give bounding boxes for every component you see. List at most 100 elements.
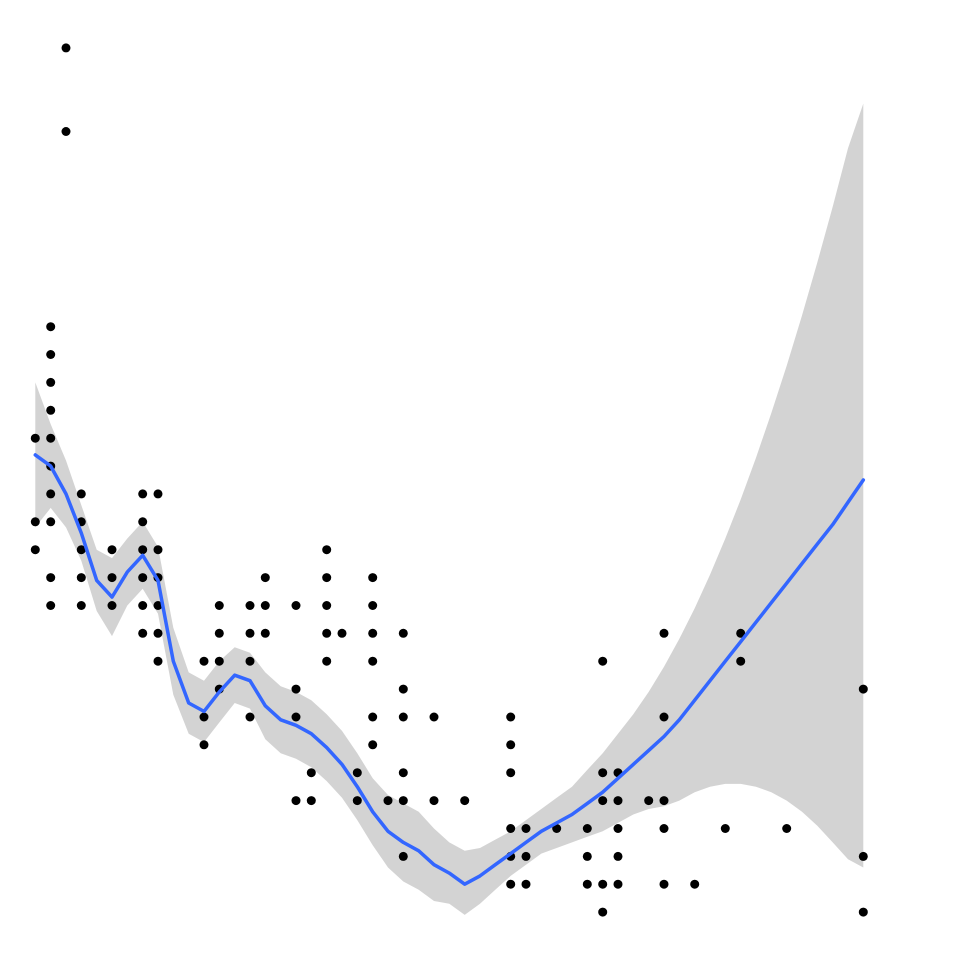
data-point — [138, 517, 148, 527]
data-point — [659, 879, 669, 889]
data-point — [322, 656, 332, 666]
data-point — [613, 879, 623, 889]
data-point — [398, 796, 408, 806]
data-point — [153, 545, 163, 555]
data-point — [521, 824, 531, 833]
data-point — [429, 796, 439, 806]
data-point — [199, 656, 209, 666]
data-point — [76, 489, 86, 499]
data-point — [858, 851, 868, 861]
data-point — [368, 656, 378, 666]
data-point — [46, 322, 56, 332]
data-point — [368, 628, 378, 638]
data-point — [245, 628, 255, 638]
data-point — [506, 879, 516, 889]
data-point — [306, 796, 316, 806]
data-point — [613, 824, 623, 833]
data-point — [260, 573, 270, 583]
confidence-band-layer — [35, 103, 864, 915]
data-point — [76, 573, 86, 583]
data-point — [245, 712, 255, 722]
data-point — [858, 684, 868, 694]
smooth-line-layer — [33, 453, 866, 886]
data-point — [322, 573, 332, 583]
data-point — [107, 545, 117, 555]
data-point — [61, 127, 71, 136]
data-point — [46, 433, 56, 443]
data-point — [306, 768, 316, 778]
confidence-band — [35, 103, 864, 915]
data-point — [322, 628, 332, 638]
data-point — [214, 601, 224, 610]
data-point — [506, 740, 516, 750]
data-point — [398, 684, 408, 694]
data-point — [46, 377, 56, 387]
data-point — [214, 628, 224, 638]
data-point — [260, 628, 270, 638]
data-point — [598, 768, 608, 778]
data-point — [429, 712, 439, 722]
data-point — [245, 601, 255, 610]
data-point — [107, 601, 117, 610]
data-point — [260, 601, 270, 610]
data-point — [398, 712, 408, 722]
data-point — [582, 879, 592, 889]
data-point — [337, 628, 347, 638]
data-point — [368, 601, 378, 610]
data-point — [291, 601, 301, 610]
data-point — [291, 712, 301, 722]
data-point — [720, 824, 730, 833]
data-point — [659, 824, 669, 833]
data-point — [398, 851, 408, 861]
data-point — [352, 768, 362, 778]
data-point — [659, 628, 669, 638]
data-point — [368, 573, 378, 583]
data-point — [291, 796, 301, 806]
data-point — [613, 796, 623, 806]
data-point — [46, 517, 56, 527]
data-point — [582, 851, 592, 861]
data-point — [659, 796, 669, 806]
data-point — [690, 879, 700, 889]
data-point — [245, 656, 255, 666]
data-point — [552, 824, 562, 833]
data-point — [383, 796, 393, 806]
data-point — [322, 601, 332, 610]
data-point — [46, 489, 56, 499]
data-point — [61, 43, 71, 53]
data-point — [107, 573, 117, 583]
data-point — [398, 628, 408, 638]
data-point — [582, 824, 592, 833]
data-point — [30, 517, 40, 527]
data-point — [736, 628, 746, 638]
data-point — [368, 740, 378, 750]
points-layer — [30, 43, 868, 917]
data-point — [76, 601, 86, 610]
data-point — [46, 405, 56, 415]
data-point — [506, 824, 516, 833]
data-point — [46, 350, 56, 359]
data-point — [460, 796, 470, 806]
data-point — [598, 656, 608, 666]
data-point — [46, 601, 56, 610]
data-point — [30, 433, 40, 443]
data-point — [214, 656, 224, 666]
data-point — [644, 796, 654, 806]
data-point — [138, 573, 148, 583]
data-point — [521, 879, 531, 889]
data-point — [598, 879, 608, 889]
data-point — [153, 601, 163, 610]
data-point — [782, 824, 792, 833]
data-point — [506, 712, 516, 722]
data-point — [398, 768, 408, 778]
data-point — [199, 712, 209, 722]
data-point — [613, 851, 623, 861]
data-point — [76, 545, 86, 555]
data-point — [138, 628, 148, 638]
data-point — [291, 684, 301, 694]
data-point — [138, 489, 148, 499]
data-point — [322, 545, 332, 555]
data-point — [659, 712, 669, 722]
